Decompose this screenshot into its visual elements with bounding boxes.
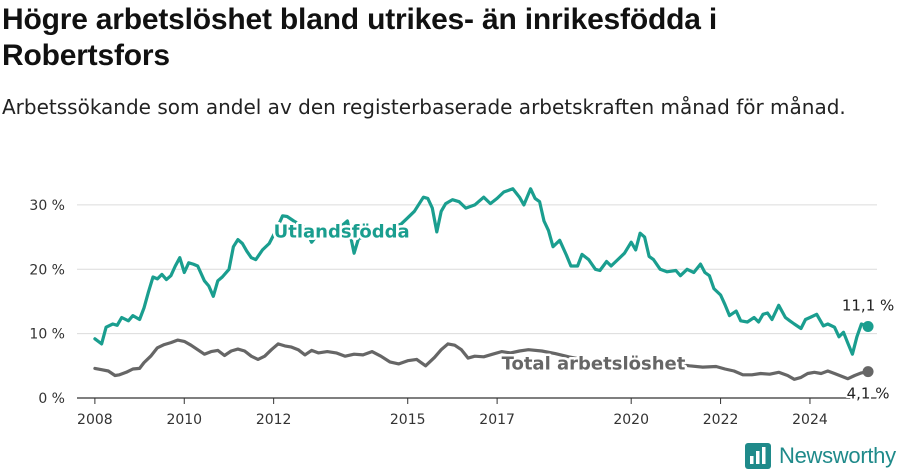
x-tick-label: 2015: [390, 412, 426, 428]
grid-layer: [77, 204, 877, 335]
x-tick-label: 2008: [77, 412, 113, 428]
end-label-total: 4,1 %: [847, 385, 890, 403]
end-point-total: [862, 366, 874, 378]
chart-title: Högre arbetslöshet bland utrikes- än inr…: [2, 3, 717, 72]
series-line-total: [93, 338, 870, 381]
brand-name: Newsworthy: [779, 443, 896, 468]
x-tick-label: 2017: [479, 412, 515, 428]
y-tick-label: 0 %: [38, 391, 65, 407]
chart-subtitle: Arbetssökande som andel av den registerb…: [2, 95, 846, 119]
x-tick-label: 2010: [166, 412, 202, 428]
end-label-utlandsfodda: 11,1 %: [842, 297, 894, 315]
series-line-utlandsfodda: [93, 187, 870, 356]
series-label-utlandsfodda: Utlandsfödda: [274, 222, 410, 243]
end-point-utlandsfodda: [862, 321, 874, 333]
x-axis: [77, 397, 877, 404]
series-label-total: Total arbetslöshet: [502, 354, 686, 375]
y-tick-label: 10 %: [29, 327, 65, 343]
x-tick-label: 2012: [256, 412, 292, 428]
x-tick-label: 2022: [703, 412, 739, 428]
y-tick-label: 20 %: [29, 262, 65, 278]
label-layer: 0 % 10 % 20 % 30 % 2008 2010 2012 2015 2017 2020 2…: [29, 198, 896, 428]
y-tick-label: 30 %: [29, 198, 65, 214]
series-layer: [93, 187, 874, 381]
x-tick-label: 2020: [613, 412, 649, 428]
x-tick-label: 2024: [792, 412, 828, 428]
brand: Newsworthy: [745, 441, 896, 471]
newsworthy-logo-icon: [745, 443, 771, 469]
